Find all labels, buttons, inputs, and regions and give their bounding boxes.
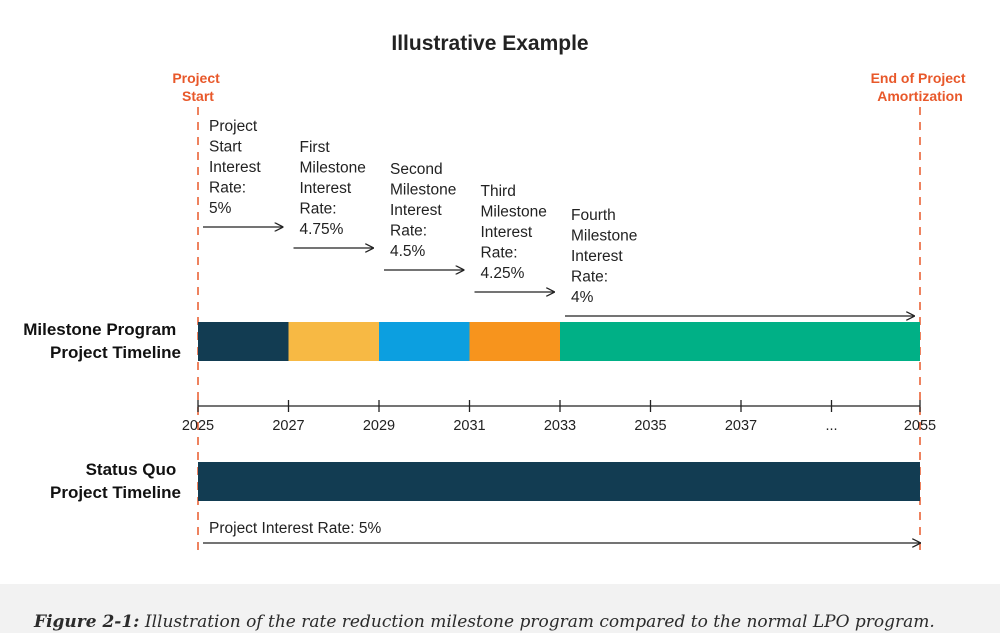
timeline-diagram: Illustrative Example Project Start End o… [23,32,970,552]
milestone-segment-2 [288,322,379,361]
rate-step-label-2: First Milestone Interest Rate: 4.75% [300,139,366,238]
caption-text: Illustration of the rate reduction miles… [139,612,935,632]
axis-tick-label: 2025 [182,418,214,434]
rate-step-label-3: Second Milestone Interest Rate: 4.5% [390,161,456,260]
axis-tick-label: 2027 [272,418,304,434]
axis-tick-label: 2035 [634,418,666,434]
status-quo-rate-label: Project Interest Rate: 5% [209,520,382,537]
figure-caption: Figure 2-1: Illustration of the rate red… [34,612,935,632]
axis-tick-label: 2029 [363,418,395,434]
timeline-axis: 2025 2027 2029 2031 2033 2035 2037... 2055 [182,400,936,434]
start-marker-line-1: Project [172,70,220,86]
milestone-timeline-bar [198,322,920,361]
figure: Illustrative Example Project Start End o… [23,32,970,552]
status-quo-bar [198,462,920,501]
milestone-segment-4 [469,322,560,361]
caption-label: Figure 2-1: [34,612,140,632]
axis-tick-label: 2055 [904,418,936,434]
milestone-segment-5 [560,322,920,361]
end-marker-line-2: Amortization [877,88,963,104]
milestone-segment-3 [379,322,470,361]
end-marker-line-1: End of Project [871,70,966,86]
axis-tick-label: 2031 [453,418,485,434]
axis-tick-label: ... [825,418,837,434]
caption-band [0,584,1000,633]
start-marker-line-2: Start [182,88,214,104]
project-end-marker: End of Project Amortization [871,70,970,552]
status-quo-row-label: Status Quo Project Timeline [50,460,181,502]
diagram-title: Illustrative Example [391,32,588,55]
milestone-rate-steps: Project Start Interest Rate: 5% First Mileston… [203,118,914,316]
milestone-row-label: Milestone Program Project Timeline [23,320,181,362]
project-start-marker: Project Start [172,70,223,552]
rate-step-label-5: Fourth Milestone Interest Rate: 4% [571,207,637,306]
rate-step-label-4: Third Milestone Interest Rate: 4.25% [481,183,547,282]
svg-text:Project Start: Project Start [172,70,223,104]
rate-step-label-1: Project Start Interest Rate: 5% [209,118,261,217]
milestone-segment-1 [198,322,289,361]
axis-tick-label: 2033 [544,418,576,434]
axis-tick-label: 2037 [725,418,757,434]
svg-text:End of Project Amortiz: End of Project Amortization [871,70,970,104]
